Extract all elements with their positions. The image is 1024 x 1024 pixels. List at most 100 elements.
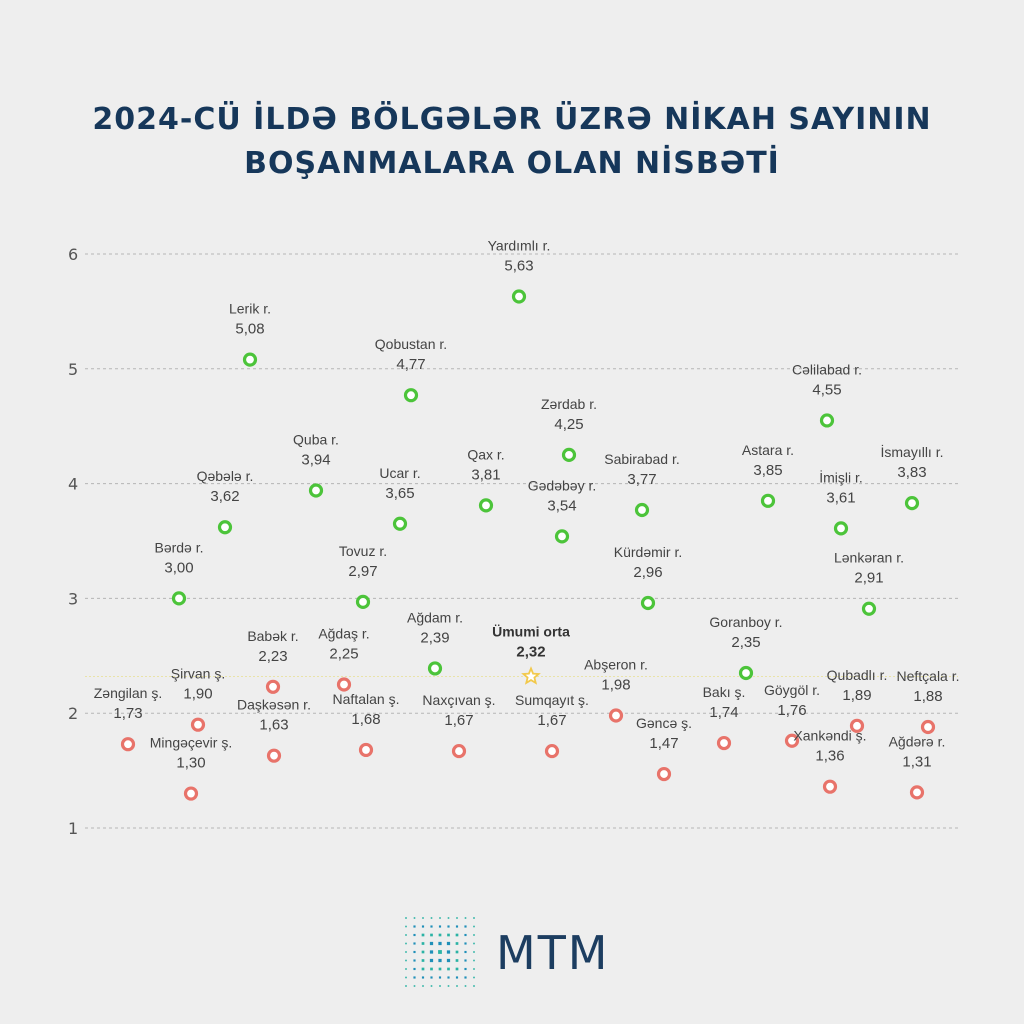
chart-title-line-1: 2024-CÜ İLDƏ BÖLGƏLƏR ÜZRƏ NİKAH SAYININ bbox=[92, 102, 932, 137]
logo-dot bbox=[421, 933, 425, 937]
logo-dot bbox=[455, 933, 459, 937]
logo-dot bbox=[464, 967, 467, 971]
y-tick-label: 6 bbox=[68, 245, 78, 264]
point-name-label: Ağdaş r. bbox=[318, 626, 369, 642]
point-marker bbox=[451, 743, 467, 759]
data-point: Sabirabad r. 3,77 bbox=[604, 451, 680, 518]
point-marker bbox=[920, 719, 936, 735]
point-name-label: Zərdab r. bbox=[541, 396, 597, 412]
logo-dot bbox=[473, 934, 475, 936]
point-marker bbox=[561, 447, 577, 462]
point-name-label: İmişli r. bbox=[819, 468, 863, 485]
point-marker bbox=[120, 737, 136, 752]
point-name-label: Qəbələ r. bbox=[197, 468, 254, 484]
data-point: Göygöl r. 1,76 bbox=[764, 682, 820, 748]
data-point: Qubadlı r. 1,89 bbox=[827, 667, 888, 733]
data-point: Qax r. 3,81 bbox=[467, 446, 505, 513]
point-name-label: Abşeron r. bbox=[584, 656, 648, 672]
logo-dot bbox=[447, 925, 450, 928]
point-value-label: 1,47 bbox=[649, 735, 678, 752]
point-name-label: Xankəndi ş. bbox=[793, 728, 866, 744]
logo-dot bbox=[405, 951, 407, 953]
data-point: Zəngilan ş. 1,73 bbox=[94, 685, 162, 752]
point-marker bbox=[904, 496, 920, 511]
point-marker bbox=[833, 521, 849, 536]
point-marker bbox=[849, 718, 865, 733]
point-name-label: Zəngilan ş. bbox=[94, 685, 162, 701]
logo-dot bbox=[405, 959, 407, 962]
point-value-label: 3,62 bbox=[210, 488, 239, 505]
data-point: Ağdərə r. 1,31 bbox=[889, 733, 945, 800]
logo-dot bbox=[456, 917, 458, 919]
logo-dot bbox=[473, 985, 475, 987]
logo-dot bbox=[438, 958, 442, 963]
point-name-label: Gədəbəy r. bbox=[528, 477, 597, 493]
logo-dot bbox=[405, 968, 407, 970]
point-name-label: Naftalan ş. bbox=[333, 691, 400, 707]
logo-dot bbox=[405, 976, 407, 979]
point-marker bbox=[861, 601, 877, 616]
logo-dot bbox=[438, 976, 442, 979]
average-value: 2,32 bbox=[516, 643, 545, 660]
point-marker bbox=[656, 766, 672, 782]
y-tick-label: 3 bbox=[68, 589, 78, 608]
logo-dot bbox=[447, 917, 450, 919]
logo-dot bbox=[430, 985, 433, 987]
point-marker bbox=[819, 413, 835, 428]
point-value-label: 2,25 bbox=[329, 646, 358, 663]
data-point: Naxçıvan ş. 1,67 bbox=[422, 692, 496, 759]
point-value-label: 4,55 bbox=[812, 381, 841, 398]
point-name-label: Sabirabad r. bbox=[604, 451, 680, 467]
point-marker bbox=[190, 717, 206, 732]
data-point: İmişli r. 3,61 bbox=[819, 468, 863, 536]
data-point: Tovuz r. 2,97 bbox=[339, 543, 387, 609]
point-marker bbox=[640, 595, 656, 611]
data-point: Gəncə ş. 1,47 bbox=[636, 715, 692, 782]
logo-dot bbox=[413, 917, 416, 919]
point-value-label: 1,68 bbox=[351, 711, 380, 728]
point-marker bbox=[634, 502, 650, 518]
data-point: Naftalan ş. 1,68 bbox=[333, 691, 400, 758]
data-point: Lerik r. 5,08 bbox=[229, 301, 271, 367]
logo-dot bbox=[421, 942, 425, 945]
grid-lines bbox=[85, 253, 958, 829]
point-value-label: 1,67 bbox=[444, 712, 473, 729]
logo-dot bbox=[473, 942, 475, 945]
point-value-label: 5,63 bbox=[504, 257, 533, 274]
data-point: Neftçala r. 1,88 bbox=[896, 668, 960, 735]
average-label: Ümumi orta bbox=[492, 623, 570, 639]
point-name-label: Bərdə r. bbox=[154, 539, 203, 555]
logo-dot bbox=[447, 933, 450, 937]
point-name-label: Qax r. bbox=[467, 446, 504, 462]
logo-dot bbox=[455, 959, 459, 962]
point-marker bbox=[392, 516, 408, 531]
point-marker bbox=[358, 742, 374, 758]
point-name-label: Göygöl r. bbox=[764, 682, 820, 698]
point-value-label: 3,83 bbox=[897, 464, 926, 481]
point-name-label: Gəncə ş. bbox=[636, 715, 692, 731]
logo-dot bbox=[464, 950, 467, 954]
mtm-logo: MTM bbox=[398, 912, 638, 992]
point-value-label: 1,63 bbox=[259, 717, 288, 734]
point-value-label: 1,36 bbox=[815, 748, 844, 765]
y-tick-label: 4 bbox=[68, 475, 78, 494]
point-name-label: Qobustan r. bbox=[375, 336, 447, 352]
point-value-label: 1,90 bbox=[183, 686, 212, 703]
point-name-label: Lerik r. bbox=[229, 301, 271, 317]
logo-dot bbox=[430, 976, 433, 979]
logo-dot bbox=[430, 933, 433, 937]
data-point: Ağdam r. 2,39 bbox=[407, 609, 463, 676]
point-name-label: Qubadlı r. bbox=[827, 667, 888, 683]
logo-dot bbox=[413, 967, 416, 971]
logo-dot bbox=[456, 985, 458, 987]
logo-dot bbox=[430, 967, 433, 971]
point-name-label: Yardımlı r. bbox=[488, 237, 551, 253]
point-value-label: 2,39 bbox=[420, 629, 449, 646]
chart-title-line-2: BOŞANMALARA OLAN NİSBƏTİ bbox=[244, 146, 780, 181]
average-point: Ümumi orta 2,32 bbox=[492, 623, 570, 685]
data-point: Ağdaş r. 2,25 bbox=[318, 626, 370, 692]
data-point: Abşeron r. 1,98 bbox=[584, 656, 648, 723]
point-value-label: 3,54 bbox=[547, 497, 576, 514]
point-name-label: Sumqayıt ş. bbox=[515, 692, 589, 708]
